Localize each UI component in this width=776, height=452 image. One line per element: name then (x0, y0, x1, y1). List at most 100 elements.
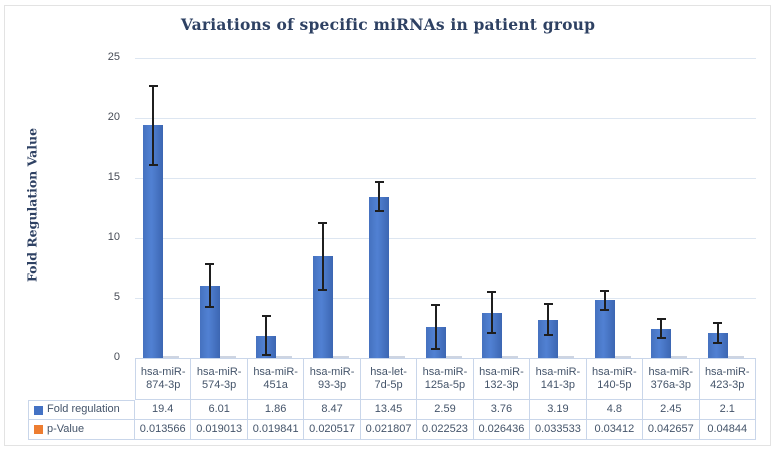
y-tick-label: 25 (107, 51, 120, 63)
p-value-bar (558, 356, 575, 358)
p-value-bar (727, 356, 744, 358)
error-bar-cap-top (205, 263, 215, 266)
gridline (135, 238, 756, 239)
category-label: hsa-miR- 423-3p (704, 365, 750, 392)
error-bar (321, 222, 324, 290)
p-value-bar (219, 356, 236, 358)
p-value-cell: 0.04844 (699, 420, 756, 440)
p-value-cell: 0.033533 (530, 420, 587, 440)
category-label: hsa-miR- 451a (253, 365, 298, 392)
p-value-cell: 0.013566 (135, 420, 192, 440)
fold-regulation-bar (369, 196, 390, 358)
fold-regulation-bar (707, 332, 728, 358)
chart-title: Variations of specific miRNAs in patient… (180, 15, 596, 34)
error-bar (716, 322, 719, 343)
p-value-cell: 0.042657 (643, 420, 700, 440)
fold-regulation-value-cell: 19.4 (135, 400, 192, 420)
fold-regulation-value-cell: 13.45 (360, 400, 418, 420)
category-header-cell: hsa-miR- 132-3p (473, 358, 531, 400)
p-value-bar (332, 356, 349, 358)
category-label: hsa-let- 7d-5p (370, 365, 407, 392)
data-table-grid: hsa-miR- 874-3p hsa-miR- 574-3p hsa-miR- 451a… (28, 358, 756, 440)
category-header-cell: hsa-miR- 376a-3p (643, 358, 700, 400)
p-value-bar (671, 356, 688, 358)
fold-regulation-bar (312, 256, 333, 358)
error-bar-cap-bottom (543, 334, 553, 337)
error-bar-cap-bottom (374, 210, 384, 212)
p-value-swatch (34, 425, 43, 434)
error-bar-cap-bottom (205, 306, 215, 309)
p-value-bar (276, 356, 293, 358)
error-bar (547, 304, 550, 336)
category-label: hsa-miR- 874-3p (140, 365, 186, 392)
error-bar-cap-top (431, 304, 440, 307)
fold-regulation-bar (143, 125, 164, 358)
error-bar-cap-top (600, 289, 610, 292)
error-bar (265, 316, 268, 355)
fold-regulation-value-cell: 2.45 (643, 400, 700, 420)
category-label: hsa-miR- 132-3p (479, 365, 524, 392)
category-header-cell: hsa-let- 7d-5p (360, 358, 418, 400)
p-value-cell: 0.022523 (417, 420, 474, 440)
category-label: hsa-miR- 376a-3p (648, 365, 694, 392)
category-header-cell: hsa-miR- 125a-5p (417, 358, 474, 400)
p-value-cell: 0.019013 (191, 420, 248, 440)
category-label: hsa-miR- 141-3p (535, 365, 581, 392)
category-label: hsa-miR- 574-3p (196, 365, 242, 392)
fold-regulation-value-cell: 2.1 (699, 400, 756, 420)
y-tick-label: 20 (107, 111, 120, 123)
error-bar-cap-top (543, 303, 553, 306)
error-bar-cap-top (374, 181, 384, 184)
p-value-bar (163, 356, 180, 358)
y-tick-label: 15 (107, 171, 120, 183)
error-bar-cap-bottom (431, 347, 440, 350)
error-bar (490, 292, 493, 334)
error-bar-cap-top (713, 321, 723, 324)
error-bar-cap-top (656, 318, 666, 320)
error-bar (378, 182, 381, 211)
fold-regulation-swatch (34, 405, 43, 415)
error-bar (208, 264, 211, 308)
gridline (135, 178, 756, 179)
fold-regulation-value-cell: 4.8 (586, 400, 644, 420)
error-bar-cap-bottom (600, 309, 610, 311)
gridline (135, 58, 756, 59)
error-bar-cap-top (148, 84, 158, 87)
fold-regulation-value-cell: 2.59 (417, 400, 474, 420)
p-value-cell: 0.019841 (247, 420, 305, 440)
fold-regulation-bar (594, 300, 615, 358)
error-bar-cap-bottom (487, 332, 497, 335)
p-value-cell: 0.020517 (304, 420, 361, 440)
y-axis-title: Fold Regulation Value (24, 127, 40, 283)
fold-regulation-bar (481, 312, 502, 358)
fold-regulation-value-cell: 6.01 (191, 400, 248, 420)
error-bar-cap-bottom (656, 337, 666, 340)
gridline (135, 118, 756, 119)
table-corner-cell (28, 358, 135, 400)
error-bar-cap-top (261, 315, 271, 318)
category-header-cell: hsa-miR- 574-3p (191, 358, 248, 400)
error-bar-cap-bottom (713, 342, 723, 344)
gridline (135, 298, 756, 299)
category-label: hsa-miR- 140-5p (592, 365, 637, 392)
fold-regulation-bar (199, 285, 220, 358)
error-bar-cap-bottom (261, 353, 271, 356)
fold-regulation-bar (651, 328, 672, 358)
legend-label: Fold regulation (47, 403, 120, 416)
error-bar (152, 85, 155, 165)
fold-regulation-value-cell: 3.19 (530, 400, 587, 420)
fold-regulation-value-cell: 1.86 (247, 400, 305, 420)
legend-label: p-Value (47, 422, 85, 435)
error-bar-cap-top (487, 291, 497, 294)
p-value-bar (614, 356, 631, 358)
p-value-bar (389, 356, 406, 358)
fold-regulation-value-cell: 3.76 (473, 400, 531, 420)
error-bar (603, 290, 606, 310)
category-header-cell: hsa-miR- 141-3p (530, 358, 587, 400)
category-header-cell: hsa-miR- 423-3p (699, 358, 756, 400)
p-value-cell: 0.026436 (473, 420, 531, 440)
error-bar-cap-bottom (318, 288, 328, 291)
y-tick-label: 10 (107, 231, 120, 243)
p-value-bar (445, 356, 462, 358)
fold-regulation-value-cell: 8.47 (304, 400, 361, 420)
